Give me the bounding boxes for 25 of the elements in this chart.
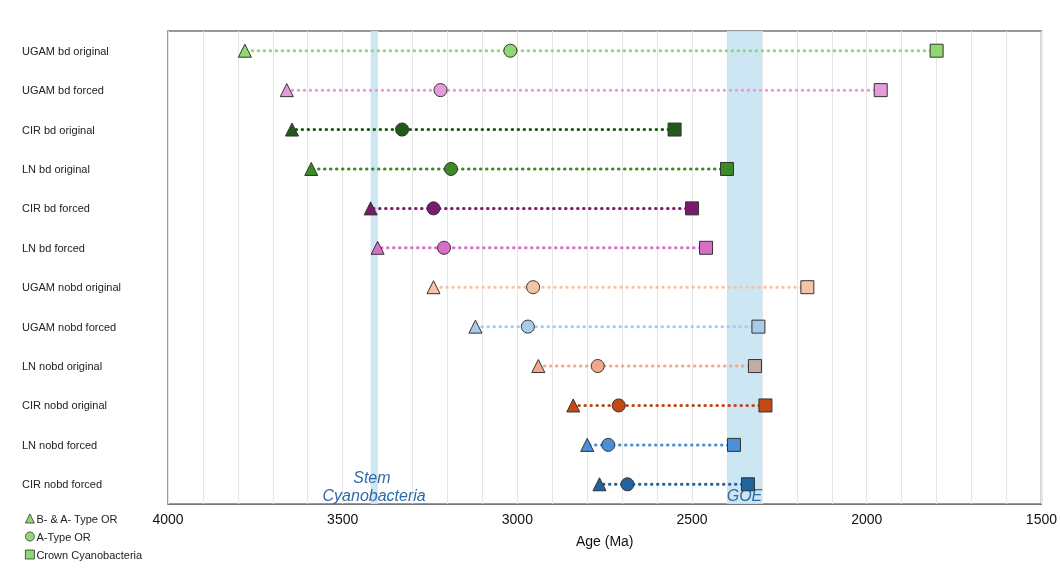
y-tick-label: CIR bd original: [22, 123, 95, 136]
y-tick-label: CIR nobd original: [22, 399, 107, 412]
x-tick-label: 1500: [1025, 511, 1058, 527]
x-tick-label: 4000: [152, 511, 184, 527]
legend-label: A-Type OR: [36, 530, 91, 543]
band-label: GOE: [726, 486, 763, 504]
y-tick-label: LN nobd forced: [22, 438, 98, 451]
y-tick-label: CIR bd forced: [22, 202, 90, 215]
y-tick-label: CIR nobd forced: [22, 478, 103, 491]
legend-label: B- & A- Type OR: [36, 512, 118, 525]
y-tick-label: UGAM nobd original: [22, 281, 122, 294]
legend-label: Crown Cyanobacteria: [36, 548, 144, 561]
point: [747, 359, 762, 374]
x-tick-label: 2500: [676, 511, 708, 527]
y-tick-label: LN nobd original: [22, 360, 103, 373]
y-tick-label: LN bd original: [22, 162, 90, 175]
x-tick-label: 3500: [327, 511, 359, 527]
y-tick-label: UGAM nobd forced: [22, 320, 117, 333]
y-tick-label: UGAM bd forced: [22, 84, 104, 97]
x-tick-label: 2000: [851, 511, 883, 527]
y-tick-label: LN bd forced: [22, 241, 85, 254]
band-label: Stem Cyanobacteria: [322, 468, 426, 504]
x-tick-label: 3000: [501, 511, 534, 527]
x-axis-title: Age (Ma): [575, 533, 634, 549]
y-tick-label: UGAM bd original: [22, 44, 109, 57]
